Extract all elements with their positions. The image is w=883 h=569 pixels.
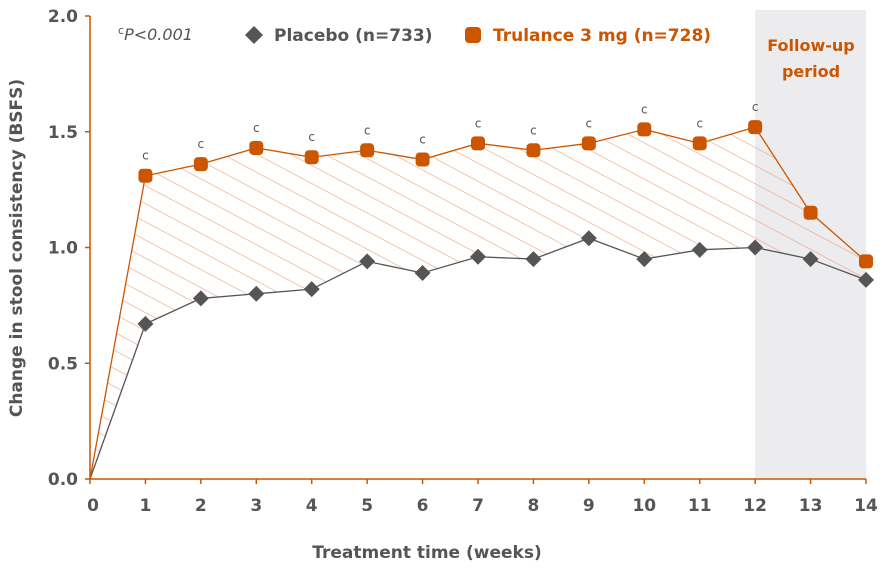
placebo-point (802, 251, 819, 268)
x-tick-label: 3 (250, 496, 262, 516)
significance-label: c (253, 121, 260, 135)
trulance-point (581, 136, 596, 151)
x-tick-label: 5 (361, 496, 373, 516)
legend: Placebo (n=733) Trulance 3 mg (n=728) (245, 26, 711, 46)
placebo-point (137, 315, 154, 332)
placebo-point (747, 239, 764, 256)
legend-trulance-marker (465, 27, 481, 43)
x-tick-label: 14 (854, 496, 878, 516)
significance-label: c (752, 100, 759, 114)
x-tick-label: 1 (140, 496, 152, 516)
significance-label: c (198, 137, 205, 151)
trulance-point (526, 143, 541, 158)
placebo-point (248, 285, 265, 302)
followup-label: Follow-up period (767, 36, 855, 81)
y-tick-label: 2.0 (48, 7, 78, 27)
significance-label: c (475, 116, 482, 130)
y-tick-label: 0.0 (48, 470, 78, 490)
significance-note-prefix: c (118, 24, 124, 37)
significance-label: c (364, 123, 371, 137)
placebo-point (359, 253, 376, 270)
y-axis-label: Change in stool consistency (BSFS) (7, 79, 27, 417)
x-tick-label: 13 (799, 496, 823, 516)
trulance-point (138, 168, 153, 183)
significance-label: c (142, 149, 149, 163)
significance-label: c (641, 102, 648, 116)
legend-trulance-label: Trulance 3 mg (n=728) (493, 26, 711, 46)
y-tick-label: 1.5 (48, 123, 78, 143)
trulance-point (803, 205, 818, 220)
placebo-point (414, 264, 431, 281)
x-axis-label: Treatment time (weeks) (312, 543, 541, 563)
x-tick-label: 8 (528, 496, 540, 516)
svg-text:cP<0.001: cP<0.001 (118, 24, 193, 44)
legend-placebo-label: Placebo (n=733) (274, 26, 433, 46)
followup-label-line-2: period (782, 62, 840, 81)
placebo-point (525, 251, 542, 268)
significance-note-text: P<0.001 (124, 25, 193, 44)
x-tick-label: 9 (583, 496, 595, 516)
significance-label: c (419, 133, 426, 147)
placebo-point (636, 251, 653, 268)
hatched-difference-area (90, 127, 866, 480)
x-tick-label: 10 (632, 496, 656, 516)
x-tick-label: 7 (472, 496, 484, 516)
trulance-point (415, 152, 430, 167)
placebo-point (691, 241, 708, 258)
placebo-point (858, 271, 874, 288)
significance-label: c (308, 130, 315, 144)
placebo-point (470, 248, 486, 265)
trulance-point (748, 120, 763, 135)
y-tick-label: 0.5 (48, 354, 78, 374)
x-tick-label: 12 (743, 496, 767, 516)
followup-label-line-1: Follow-up (767, 36, 855, 55)
x-tick-label: 4 (306, 496, 318, 516)
significance-label: c (586, 116, 593, 130)
placebo-point (580, 230, 597, 247)
legend-placebo-marker (245, 26, 263, 44)
trulance-point (360, 143, 375, 158)
placebo-point (303, 281, 320, 298)
trulance-point (637, 122, 652, 137)
trulance-point (249, 140, 264, 155)
x-tick-label: 11 (688, 496, 712, 516)
x-tick-label: 2 (195, 496, 207, 516)
trulance-point (471, 136, 485, 151)
x-tick-label: 6 (417, 496, 429, 516)
trulance-point (692, 136, 707, 151)
significance-note: cP<0.001 (118, 24, 193, 44)
placebo-point (192, 290, 209, 307)
trulance-point (304, 150, 319, 165)
trulance-point (859, 254, 873, 269)
trulance-point (193, 157, 208, 172)
significance-label: c (696, 116, 703, 130)
x-tick-label: 0 (87, 496, 99, 516)
y-tick-label: 1.0 (48, 239, 78, 259)
significance-label: c (530, 123, 537, 137)
